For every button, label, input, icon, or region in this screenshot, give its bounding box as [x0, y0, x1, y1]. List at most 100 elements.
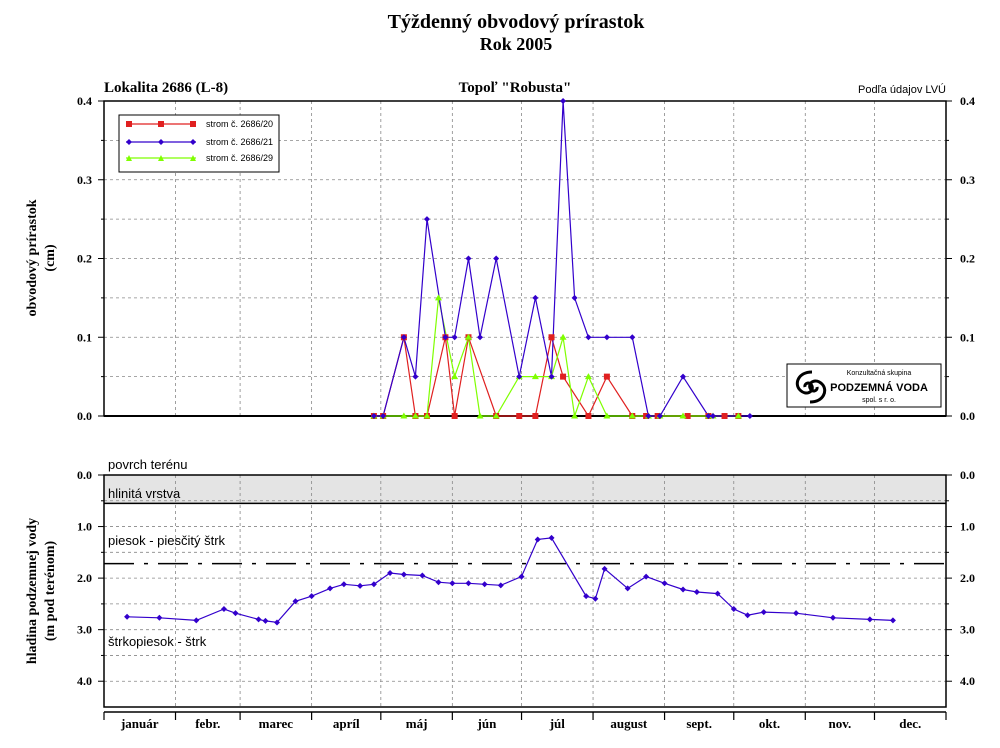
- legend: strom č. 2686/20 strom č. 2686/21 strom …: [118, 114, 280, 173]
- water-level-point: [370, 581, 377, 588]
- series-1-point: [603, 334, 610, 341]
- water-level-point: [661, 580, 668, 587]
- month-label: máj: [406, 716, 428, 731]
- water-level-point: [889, 617, 896, 624]
- bottom-ytick-label-left: 4.0: [77, 674, 92, 688]
- water-level-point: [340, 581, 347, 588]
- top-ytick-label-right: 0.2: [960, 252, 975, 266]
- layer-surface-label: povrch terénu: [108, 457, 188, 472]
- series-line-2: [373, 297, 739, 417]
- bottom-ylabel-line1: hladina podzemnej vody: [25, 518, 40, 664]
- water-level-point: [292, 598, 299, 605]
- month-label: dec.: [899, 716, 921, 731]
- water-level-point: [680, 586, 687, 593]
- water-level-point: [583, 593, 590, 600]
- water-level-point: [387, 569, 394, 576]
- legend-label-green: strom č. 2686/29: [206, 153, 273, 163]
- series-2-point: [423, 412, 431, 419]
- water-level-point: [262, 617, 269, 624]
- series-0-point: [451, 413, 458, 419]
- water-level-point: [601, 565, 608, 572]
- series-1-point: [746, 413, 753, 419]
- water-level-point: [624, 585, 631, 592]
- series-1-point: [560, 98, 567, 104]
- series-2-point: [679, 412, 687, 419]
- bottom-grid: [104, 475, 946, 707]
- legend-marker-red: [158, 121, 164, 127]
- bottom-panel: 0.0 0.0 1.0 1.0 2.0 2.0 3.0 3.0 4.0 4.0 povrch te…: [25, 457, 975, 708]
- month-label: febr.: [195, 716, 220, 731]
- series-2-point: [492, 412, 500, 419]
- top-ytick-label-left: 0.4: [77, 94, 92, 108]
- water-level-point: [274, 619, 281, 626]
- legend-marker-green: [126, 155, 132, 161]
- water-level-point: [793, 610, 800, 617]
- legend-marker-green: [158, 155, 164, 161]
- water-level-point: [357, 582, 364, 589]
- bottom-ytick-label-right: 1.0: [960, 520, 975, 534]
- series-1-point: [710, 413, 717, 419]
- water-level-point: [156, 614, 163, 621]
- bottom-ylabel-line2: (m pod terénom): [43, 541, 58, 642]
- series-2-point: [734, 412, 742, 419]
- series-0-point: [532, 413, 539, 419]
- water-level-point: [400, 571, 407, 578]
- water-level-point: [760, 609, 767, 616]
- source-label: Podľa údajov LVÚ: [858, 83, 946, 96]
- series-1-point: [442, 334, 449, 341]
- logo-line1: Konzultačná skupina: [847, 370, 912, 377]
- series-1-point: [380, 413, 387, 419]
- bottom-ytick-label-right: 4.0: [960, 674, 975, 688]
- top-ytick-label-right: 0.1: [960, 330, 975, 344]
- water-level-point: [714, 590, 721, 597]
- series-1-point: [493, 255, 500, 262]
- month-label: sept.: [686, 716, 712, 731]
- month-axis: január febr. marec apríl máj jún júl august sept…: [103, 711, 947, 731]
- top-ytick-label-right: 0.0: [960, 409, 975, 423]
- month-label: okt.: [759, 716, 780, 731]
- top-ytick-label-left: 0.1: [77, 330, 92, 344]
- series-2-point: [584, 373, 592, 380]
- top-ylabel-line2: (cm): [43, 244, 58, 272]
- chart-subtitle: Rok 2005: [480, 34, 553, 54]
- water-level-point: [534, 536, 541, 543]
- legend-marker-red: [126, 121, 132, 127]
- bottom-y-ticks: 0.0 0.0 1.0 1.0 2.0 2.0 3.0 3.0 4.0 4.0: [77, 468, 975, 688]
- series-2-point: [628, 412, 636, 419]
- water-level-point: [327, 585, 334, 592]
- series-1-point: [423, 216, 430, 223]
- location-label: Lokalita 2686 (L-8): [104, 80, 228, 96]
- series-2-point: [476, 412, 484, 419]
- series-1-point: [585, 334, 592, 341]
- series-1-point: [477, 334, 484, 341]
- layer-clay-label: hlinitá vrstva: [108, 486, 181, 501]
- series-1-point: [680, 373, 687, 380]
- company-logo: Konzultačná skupina PODZEMNÁ VODA spol. …: [786, 363, 942, 408]
- month-label: august: [610, 716, 648, 731]
- top-ylabel-line1: obvodový prírastok: [25, 199, 40, 316]
- month-label: apríl: [333, 716, 360, 731]
- water-level-point: [643, 573, 650, 580]
- top-panel: 0.0 0.0 0.1 0.1 0.2 0.2 0.3 0.3 0.4 0.4 obvodový …: [25, 94, 975, 423]
- water-level-point: [255, 616, 262, 623]
- month-label: marec: [259, 716, 294, 731]
- layer-sand-label: piesok - piesčitý štrk: [108, 533, 226, 548]
- water-level-point: [193, 617, 200, 624]
- water-level-point: [866, 616, 873, 623]
- bottom-ytick-label-right: 2.0: [960, 571, 975, 585]
- series-2-point: [531, 373, 539, 380]
- bottom-ytick-label-left: 0.0: [77, 468, 92, 482]
- month-label: jún: [477, 716, 498, 731]
- bottom-series: [124, 534, 896, 626]
- series-1-point: [451, 334, 458, 341]
- tree-label: Topoľ "Robusta": [459, 80, 572, 96]
- water-level-point: [435, 579, 442, 586]
- top-ytick-label-right: 0.4: [960, 94, 975, 108]
- series-2-point: [411, 412, 419, 419]
- legend-marker-blue: [190, 139, 196, 145]
- series-0-point: [560, 373, 567, 380]
- top-ytick-label-right: 0.3: [960, 173, 975, 187]
- series-2-point: [464, 333, 472, 340]
- series-1-point: [548, 373, 555, 380]
